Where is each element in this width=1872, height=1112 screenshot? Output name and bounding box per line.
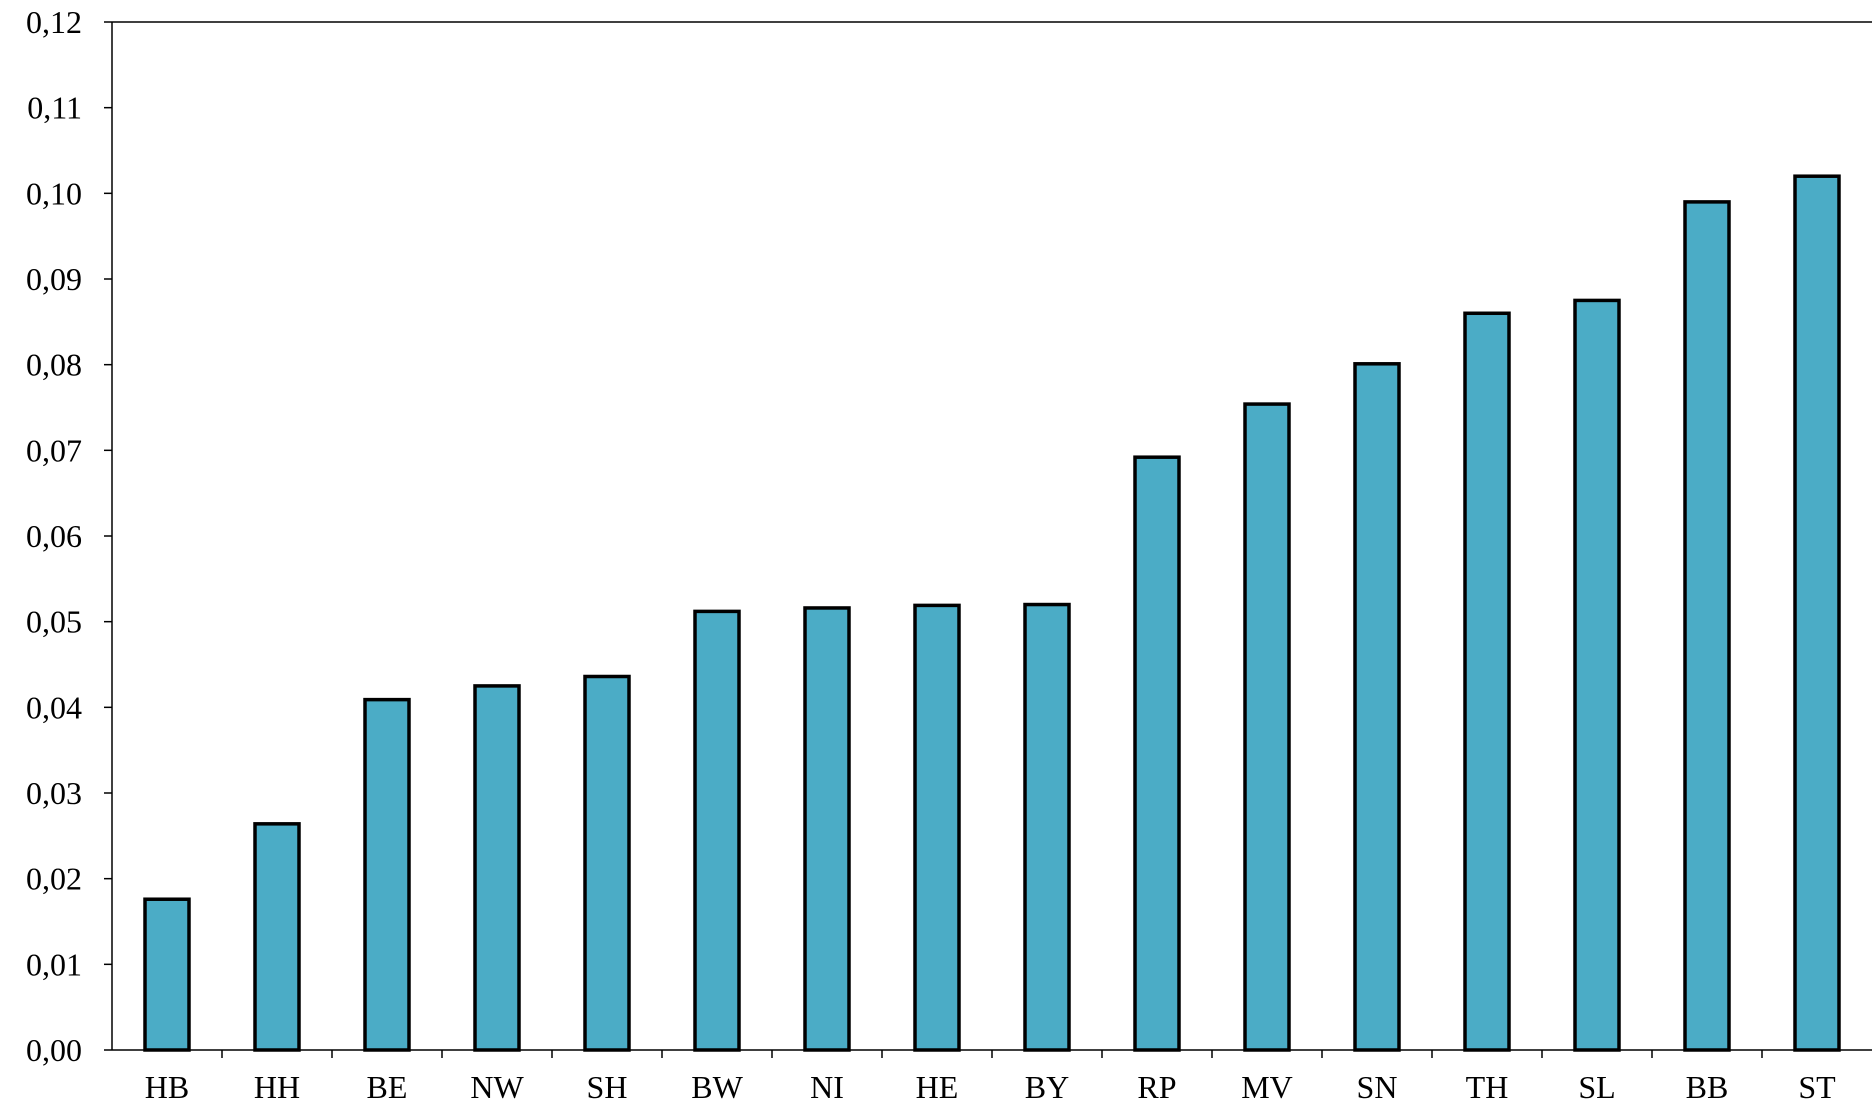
bar-rp bbox=[1133, 455, 1181, 1052]
x-tick-label: SN bbox=[1357, 1069, 1398, 1105]
x-tick-label: NI bbox=[810, 1069, 844, 1105]
bar-bb bbox=[1683, 200, 1731, 1052]
y-tick-label: 0,00 bbox=[26, 1032, 82, 1068]
bar-bw bbox=[693, 609, 741, 1052]
y-axis-ticks bbox=[104, 21, 112, 1051]
bar-hh bbox=[253, 822, 301, 1052]
y-tick-label: 0,09 bbox=[26, 261, 82, 297]
bar-by bbox=[1023, 602, 1071, 1052]
x-tick-label: ST bbox=[1798, 1069, 1836, 1105]
x-tick-label: MV bbox=[1241, 1069, 1293, 1105]
x-tick-label: BY bbox=[1025, 1069, 1069, 1105]
bar-be bbox=[363, 697, 411, 1052]
y-tick-label: 0,06 bbox=[26, 518, 82, 554]
x-tick-label: HE bbox=[916, 1069, 959, 1105]
y-tick-label: 0,03 bbox=[26, 775, 82, 811]
x-tick-label: TH bbox=[1466, 1069, 1509, 1105]
y-tick-label: 0,04 bbox=[26, 689, 82, 725]
x-tick-label: HH bbox=[254, 1069, 300, 1105]
y-tick-label: 0,07 bbox=[26, 432, 82, 468]
x-tick-label: HB bbox=[145, 1069, 189, 1105]
y-tick-label: 0,02 bbox=[26, 861, 82, 897]
x-tick-label: BW bbox=[691, 1069, 743, 1105]
y-tick-label: 0,08 bbox=[26, 347, 82, 383]
x-tick-label: NW bbox=[470, 1069, 524, 1105]
bar-st bbox=[1793, 174, 1841, 1052]
y-tick-label: 0,01 bbox=[26, 946, 82, 982]
bar-sh bbox=[583, 674, 631, 1052]
bar-sl bbox=[1573, 298, 1621, 1052]
x-tick-label: SL bbox=[1578, 1069, 1615, 1105]
x-tick-label: SH bbox=[587, 1069, 628, 1105]
x-tick-label: BB bbox=[1686, 1069, 1729, 1105]
bar-nw bbox=[473, 684, 521, 1052]
bar-th bbox=[1463, 311, 1511, 1052]
x-axis-ticks bbox=[221, 1050, 1763, 1058]
bar-hb bbox=[143, 897, 191, 1052]
bar-mv bbox=[1243, 402, 1291, 1052]
bars bbox=[143, 174, 1841, 1052]
bar-sn bbox=[1353, 362, 1401, 1052]
bar-ni bbox=[803, 606, 851, 1052]
y-tick-label: 0,05 bbox=[26, 604, 82, 640]
x-tick-label: BE bbox=[367, 1069, 408, 1105]
axes bbox=[111, 21, 1872, 1051]
y-tick-label: 0,10 bbox=[26, 175, 82, 211]
x-axis-category-labels: HB HH BE NW SH BW NI HE BY RP MV SN TH SL BB ST bbox=[145, 1069, 1836, 1105]
y-tick-label: 0,11 bbox=[27, 90, 82, 126]
y-tick-label: 0,12 bbox=[26, 4, 82, 40]
y-axis-tick-labels: 0,00 0,01 0,02 0,03 0,04 0,05 0,06 0,07 0,08 0,09… bbox=[26, 4, 82, 1068]
bar-he bbox=[913, 603, 961, 1052]
x-tick-label: RP bbox=[1137, 1069, 1176, 1105]
